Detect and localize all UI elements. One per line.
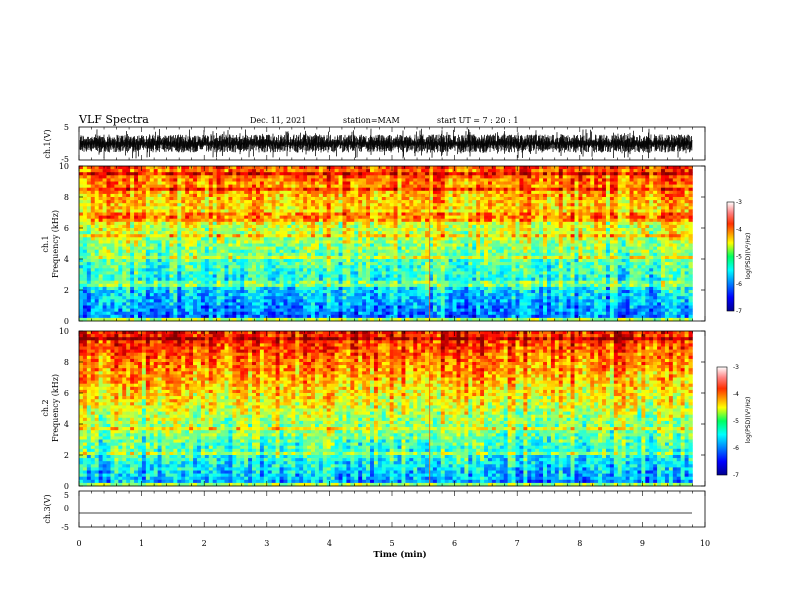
ch3-waveform-panel: 5 0 -5 ch.3(V) bbox=[43, 491, 705, 532]
ch1-waveform-ylabel: ch.1(V) bbox=[43, 129, 52, 158]
xtick-label: 6 bbox=[452, 539, 457, 548]
ytick-label: 10 bbox=[59, 327, 69, 336]
figure-start-time: start UT = 7 : 20 : 1 bbox=[437, 116, 518, 125]
colorbar-tick-label: -5 bbox=[733, 418, 739, 425]
colorbar-tick-label: -3 bbox=[736, 199, 742, 206]
colorbar-tick-label: -6 bbox=[736, 281, 742, 288]
xtick-label: 2 bbox=[202, 539, 207, 548]
ytick-label: 6 bbox=[64, 224, 69, 233]
ch2-colorbar-label: log(PSD)(V²/Hz) bbox=[745, 397, 752, 444]
ch1-colorbar-gradient bbox=[727, 202, 734, 311]
figure-station: station=MAM bbox=[343, 116, 400, 125]
ch3-ytick-max: 5 bbox=[64, 491, 69, 500]
ch2-colorbar-gradient bbox=[717, 367, 727, 475]
ytick-label: 8 bbox=[64, 358, 69, 367]
xtick-label: 0 bbox=[76, 539, 81, 548]
ch2-spectrogram-panel: 0 2 4 6 8 10 ch.2 Frequency (kHz) bbox=[41, 327, 705, 491]
ch2-spectrogram-ylabel-frequency: Frequency (kHz) bbox=[51, 374, 60, 442]
xtick-label: 4 bbox=[327, 539, 332, 548]
ytick-label: 0 bbox=[64, 317, 69, 326]
ch3-waveform-frame bbox=[79, 491, 705, 527]
xtick-label: 1 bbox=[139, 539, 144, 548]
xtick-label: 9 bbox=[640, 539, 645, 548]
ch1-colorbar: -3 -4 -5 -6 -7 log(PSD)(V²/Hz) bbox=[727, 199, 752, 315]
colorbar-tick-label: -7 bbox=[736, 308, 742, 315]
ch1-spectrogram-heatmap bbox=[79, 166, 693, 321]
ch1-spectrogram-ylabel-channel: ch.1 bbox=[41, 235, 50, 252]
ch3-ytick-min: -5 bbox=[61, 523, 69, 532]
colorbar-tick-label: -4 bbox=[736, 226, 742, 233]
ch1-ytick-max: 5 bbox=[64, 123, 69, 132]
colorbar-tick-label: -7 bbox=[733, 472, 739, 479]
ch1-waveform-line bbox=[80, 129, 692, 159]
xtick-label: 10 bbox=[700, 539, 710, 548]
xtick-label: 7 bbox=[515, 539, 520, 548]
ytick-label: 2 bbox=[64, 286, 69, 295]
ch2-colorbar: -3 -4 -5 -6 -7 log(PSD)(V²/Hz) bbox=[717, 364, 752, 479]
colorbar-tick-label: -3 bbox=[733, 364, 739, 371]
ytick-label: 8 bbox=[64, 193, 69, 202]
ch3-waveform-ylabel: ch.3(V) bbox=[43, 494, 52, 523]
ch2-spectrogram-heatmap bbox=[79, 331, 693, 486]
ch2-colorbar-ticks: -3 -4 -5 -6 -7 bbox=[733, 364, 739, 479]
ch1-colorbar-label: log(PSD)(V²/Hz) bbox=[745, 233, 752, 280]
xtick-label: 3 bbox=[264, 539, 269, 548]
time-axis-label: Time (min) bbox=[373, 549, 426, 560]
colorbar-tick-label: -6 bbox=[733, 445, 739, 452]
ytick-label: 4 bbox=[64, 255, 69, 264]
ch1-spectrogram-ylabel-frequency: Frequency (kHz) bbox=[51, 210, 60, 278]
ch3-ytick-zero: 0 bbox=[64, 504, 69, 513]
colorbar-tick-label: -4 bbox=[733, 391, 739, 398]
xtick-label: 5 bbox=[389, 539, 394, 548]
ch1-waveform-panel: 5 -5 ch.1(V) bbox=[43, 123, 705, 164]
figure-title: VLF Spectra bbox=[78, 113, 149, 126]
ytick-label: 0 bbox=[64, 482, 69, 491]
ch1-spectrogram-panel: 0 2 4 6 8 10 ch.1 Frequency (kHz) bbox=[41, 162, 705, 326]
ch1-colorbar-ticks: -3 -4 -5 -6 -7 bbox=[736, 199, 742, 315]
ch1-waveform-trace bbox=[80, 129, 692, 159]
figure-date: Dec. 11, 2021 bbox=[250, 116, 306, 125]
ytick-label: 2 bbox=[64, 451, 69, 460]
ch2-spectrogram-ylabel-channel: ch.2 bbox=[41, 399, 50, 416]
xtick-label: 8 bbox=[577, 539, 582, 548]
ytick-label: 10 bbox=[59, 162, 69, 171]
ytick-label: 6 bbox=[64, 389, 69, 398]
ytick-label: 4 bbox=[64, 420, 69, 429]
colorbar-tick-label: -5 bbox=[736, 254, 742, 261]
